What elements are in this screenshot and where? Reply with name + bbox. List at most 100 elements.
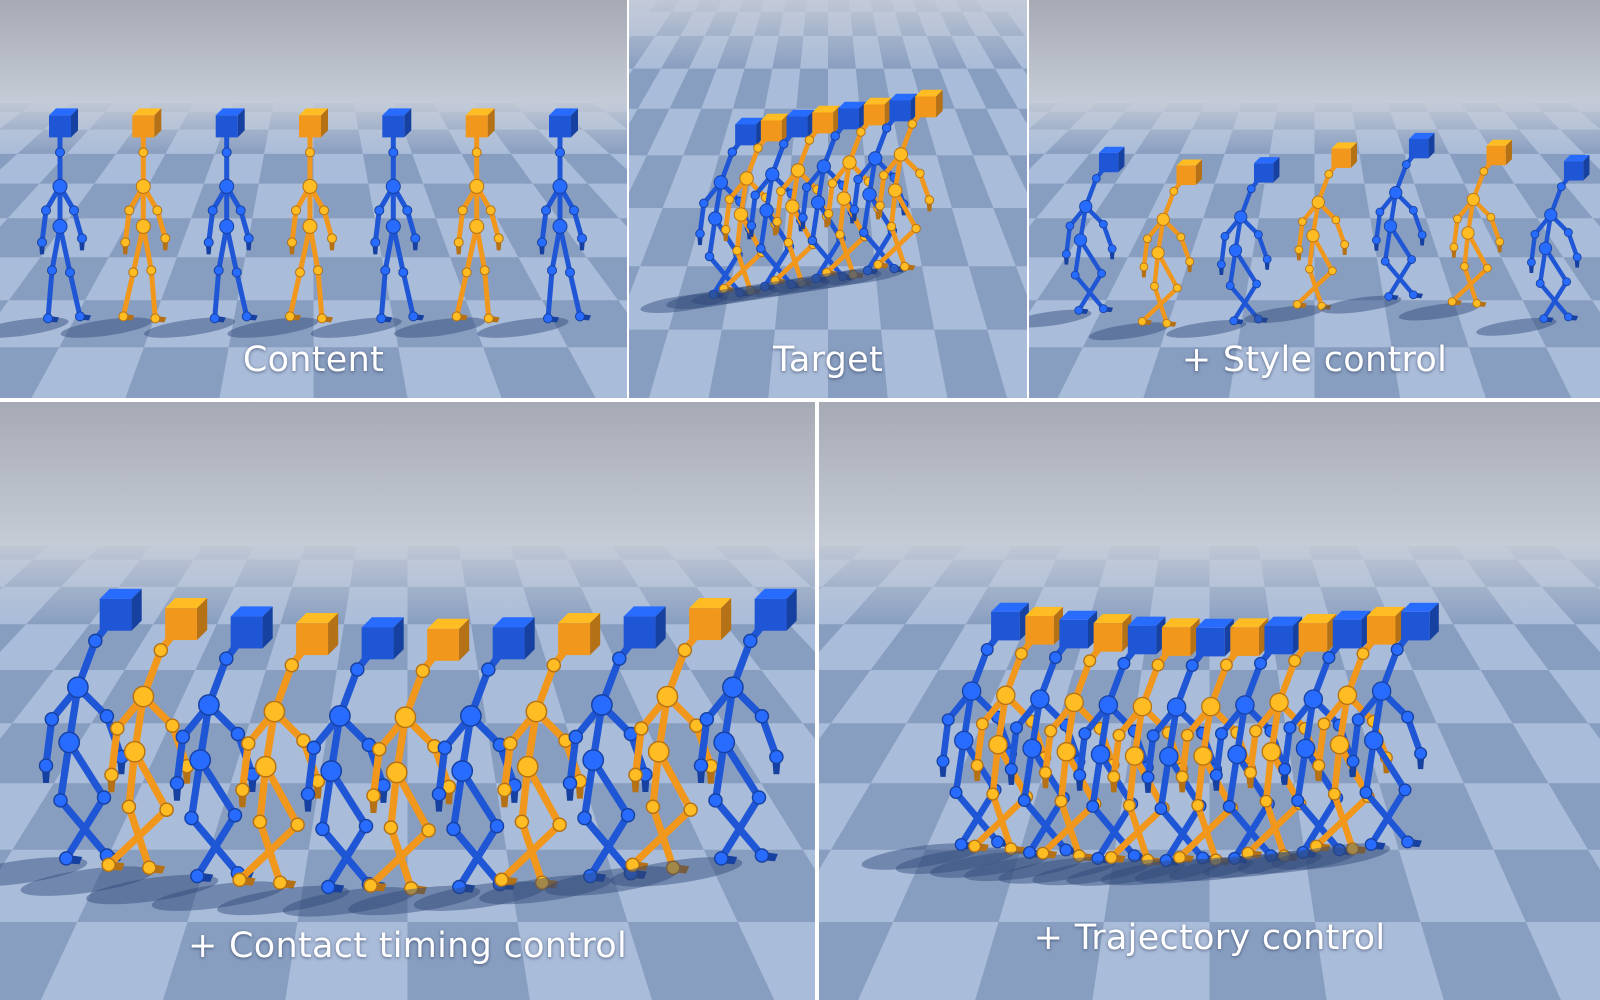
bone [1312, 793, 1372, 850]
joint [1151, 658, 1165, 672]
bone [580, 814, 635, 877]
head-cube-side [459, 618, 470, 661]
joint [471, 147, 482, 158]
caption-trajectory-control: + Trajectory control [1033, 918, 1386, 958]
head-cube-top [1331, 142, 1357, 149]
head-cube-front [735, 124, 757, 146]
joint [733, 207, 749, 222]
skeleton-orange [282, 618, 470, 917]
joint [1010, 721, 1024, 735]
bone [1294, 268, 1335, 307]
joint [235, 782, 250, 798]
skeleton-blue [0, 588, 142, 887]
bone [39, 207, 49, 245]
joint [446, 821, 461, 837]
bone [435, 744, 449, 798]
bone [1281, 724, 1294, 773]
joint [1372, 235, 1381, 245]
bone [393, 768, 433, 835]
joint [924, 195, 935, 205]
head-cube-front [492, 627, 525, 660]
joint [1175, 770, 1189, 784]
bone [1076, 730, 1089, 779]
bone [120, 269, 136, 319]
joint [1127, 849, 1141, 863]
head-cube-top [1161, 618, 1200, 628]
joint [1292, 299, 1302, 309]
joint [1193, 746, 1213, 766]
joint [980, 643, 994, 657]
head-cube-side [1429, 602, 1439, 641]
figure-shadow [998, 857, 1117, 884]
joint [724, 194, 735, 205]
bone [1315, 720, 1328, 769]
head-cube-top [1298, 614, 1337, 624]
head-cube-front [382, 115, 405, 138]
head-cube-front [165, 608, 198, 641]
bone [318, 825, 373, 888]
scene-trajectory-control [819, 402, 1600, 1000]
panel-content: Content [0, 0, 627, 398]
head-cube-top [299, 108, 328, 116]
head-cube-top [549, 108, 578, 116]
joint [704, 251, 715, 262]
joint [1150, 281, 1159, 291]
head-cube-top [1486, 139, 1512, 146]
joint [1390, 643, 1404, 657]
joint [190, 868, 205, 884]
bone [1349, 716, 1362, 765]
head-cube-top [1196, 618, 1234, 628]
figure-shadow [1169, 854, 1288, 882]
joint [41, 205, 51, 216]
skeleton-orange [1088, 159, 1202, 341]
joint [1209, 853, 1223, 867]
bone [810, 238, 846, 279]
figure-shadow [413, 881, 546, 911]
bone [800, 184, 810, 221]
bone [566, 733, 580, 787]
head-cube-front [1025, 616, 1054, 645]
joint [213, 265, 224, 276]
joint [1141, 770, 1155, 784]
joint [1544, 208, 1558, 222]
joint [317, 313, 327, 324]
bone [697, 715, 711, 770]
joint [118, 311, 129, 322]
joint [189, 749, 212, 771]
figure-shadow [1066, 859, 1186, 886]
head-cube-front [558, 623, 591, 656]
joint [146, 265, 157, 276]
joint [55, 147, 65, 158]
joint [552, 178, 568, 194]
panel-style-control: + Style control [1029, 0, 1600, 398]
bone [45, 267, 55, 321]
joint [911, 223, 921, 234]
bone [42, 715, 56, 770]
joint [1137, 317, 1147, 326]
joint [1156, 212, 1170, 226]
joint [132, 685, 155, 708]
skeleton-group [861, 602, 1439, 886]
joint [1185, 257, 1195, 267]
joint [1327, 787, 1341, 801]
joint [1225, 281, 1235, 290]
joint [497, 782, 512, 798]
sky-background [0, 0, 627, 103]
joint [1401, 160, 1411, 169]
joint [37, 237, 47, 248]
head-cube-top [215, 108, 245, 116]
head-cube-front [760, 120, 782, 142]
joint [1277, 849, 1291, 863]
joint [810, 195, 826, 210]
joint [776, 186, 786, 197]
head-cube-front [1401, 611, 1430, 641]
head-cube-front [296, 623, 329, 656]
joint [807, 235, 818, 246]
bone [545, 267, 555, 321]
bone [1039, 800, 1099, 857]
joint [797, 277, 807, 288]
joint [1479, 166, 1489, 176]
joint [305, 147, 315, 158]
joint [708, 211, 723, 226]
joint [388, 147, 399, 158]
